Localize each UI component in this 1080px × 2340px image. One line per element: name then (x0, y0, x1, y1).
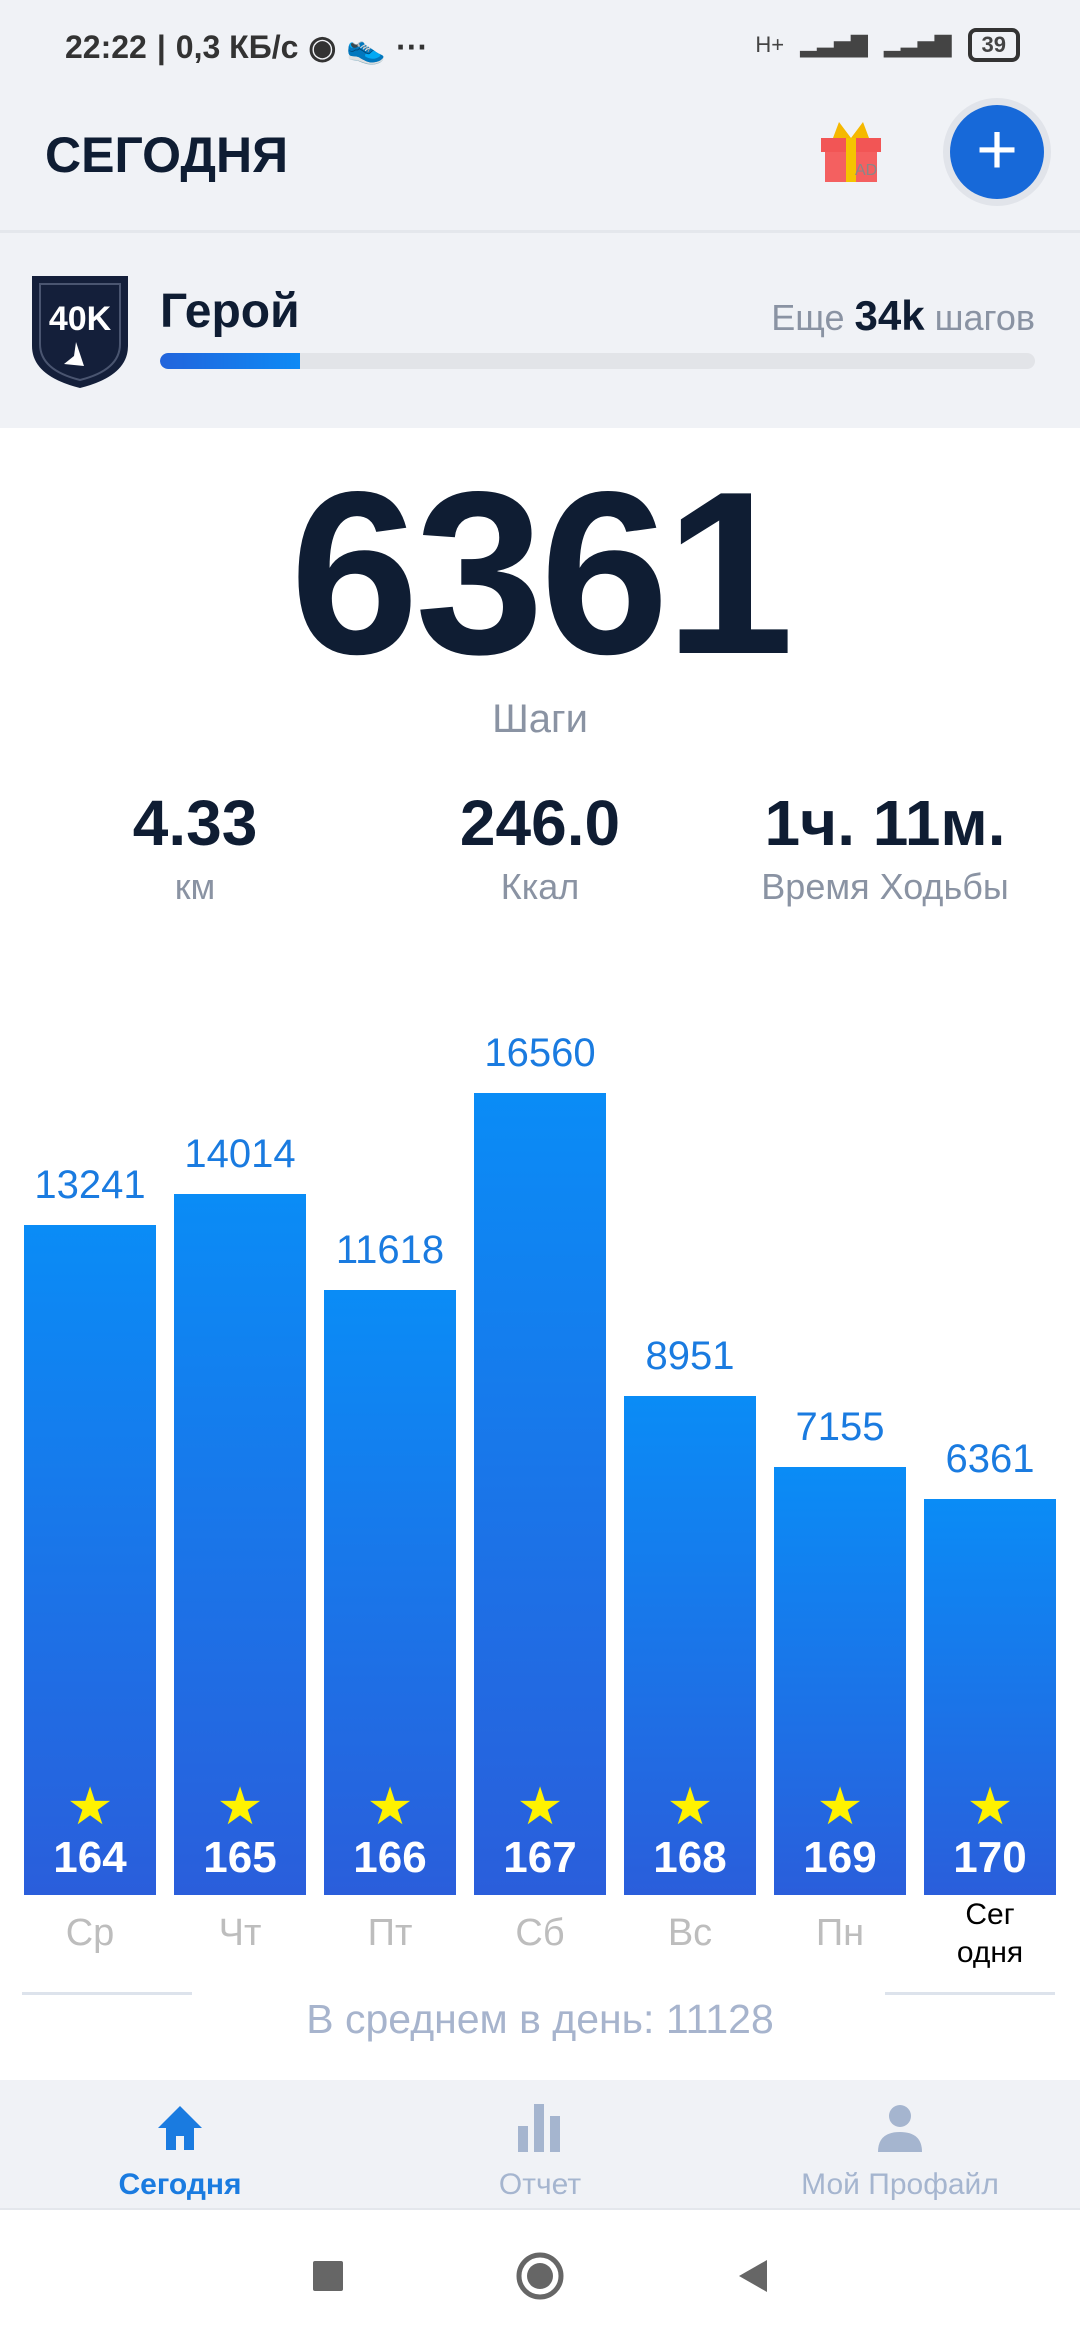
status-bar-left: 22:22 | 0,3 КБ/с ◉ 👟 ··· (65, 28, 428, 66)
stat-label: Время Ходьбы (761, 866, 1009, 907)
remaining-suffix: шагов (934, 297, 1035, 338)
gift-ad-button[interactable]: AD (815, 118, 887, 186)
day-label: Пн (815, 1912, 865, 1954)
nav-label: Сегодня (118, 2168, 242, 2201)
star-icon: ★ (966, 1777, 1014, 1836)
star-count: 168 (653, 1832, 727, 1882)
stat-value: 1ч. 11м. (764, 787, 1006, 859)
recents-button[interactable] (311, 2259, 345, 2293)
day-label: Вс (667, 1912, 713, 1954)
page-title: СЕГОДНЯ (45, 127, 289, 183)
nav-today[interactable]: Сегодня (0, 2080, 360, 2208)
ad-label: AD (855, 162, 878, 179)
star-count: 170 (953, 1832, 1027, 1882)
level-name: Герой (160, 285, 300, 338)
stat-calories: 246.0 Ккал (360, 786, 720, 908)
bar-value-label: 16560 (484, 1030, 596, 1075)
bar-value-label: 7155 (795, 1405, 885, 1450)
remaining-prefix: Еще (771, 297, 845, 338)
stat-value: 246.0 (459, 787, 621, 859)
stat-distance: 4.33 км (15, 786, 375, 908)
star-icon: ★ (66, 1777, 114, 1836)
gift-icon (821, 122, 881, 182)
bar-value-label: 8951 (645, 1333, 735, 1378)
star-count: 169 (803, 1832, 877, 1882)
stat-label: Ккал (500, 866, 580, 907)
star-count: 166 (353, 1832, 427, 1882)
remaining-value: 34k (854, 292, 925, 339)
more-icon: ··· (396, 28, 429, 65)
star-count: 164 (53, 1832, 127, 1882)
bar-value-label: 6361 (945, 1436, 1035, 1481)
day-label: Чт (218, 1912, 262, 1954)
bar-5[interactable]: ★ 169 (774, 1467, 906, 1895)
add-button[interactable]: + (943, 98, 1051, 206)
average-line-left (22, 1992, 192, 1995)
nav-label: Мой Профайл (801, 2168, 999, 2201)
status-bar-right: H+ ▂▃▅▇ ▂▃▅▇ 39 (755, 28, 1020, 62)
bar-0[interactable]: ★ 164 (24, 1225, 156, 1895)
steps-count: 6361 (289, 444, 794, 703)
network-speed: 0,3 КБ/с (175, 28, 299, 65)
bar-value-label: 11618 (335, 1227, 445, 1272)
level-badge[interactable]: 40K (28, 272, 132, 390)
star-count: 165 (203, 1832, 277, 1882)
nav-profile[interactable]: Мой Профайл (720, 2080, 1080, 2208)
star-icon: ★ (516, 1777, 564, 1836)
day-label: Пт (367, 1912, 413, 1954)
star-count: 167 (503, 1832, 577, 1882)
bottom-nav: Сегодня Отчет Мой Профайл (0, 2080, 1080, 2210)
shield-badge-icon: 40K (32, 276, 128, 388)
signal-icon: ▂▃▅▇ (800, 32, 868, 57)
day-label: Сег одня (956, 1898, 1024, 1969)
clock: 22:22 (65, 28, 147, 65)
bar-3[interactable]: ★ 167 (474, 1092, 606, 1895)
day-label: Ср (65, 1912, 115, 1954)
badge-text: 40K (49, 300, 112, 338)
separator: | (156, 28, 166, 65)
day-label: Сб (515, 1912, 565, 1954)
network-type: H+ (755, 32, 785, 57)
steps-label: Шаги (492, 697, 588, 741)
star-icon: ★ (366, 1777, 414, 1836)
nav-label: Отчет (498, 2168, 582, 2201)
daily-average: В среднем в день: 11128 (306, 1996, 774, 2042)
nav-report[interactable]: Отчет (360, 2080, 720, 2208)
bar-4[interactable]: ★ 168 (624, 1395, 756, 1895)
divider (0, 230, 1080, 233)
bar-1[interactable]: ★ 165 (174, 1194, 306, 1895)
star-icon: ★ (666, 1777, 714, 1836)
bar-6[interactable]: ★ 170 (924, 1498, 1056, 1895)
profile-icon (878, 2105, 922, 2152)
signal-icon-2: ▂▃▅▇ (883, 32, 952, 57)
stat-value: 4.33 (132, 787, 258, 859)
chrome-icon: ◉ (308, 29, 337, 65)
shoe-icon: 👟 (346, 29, 387, 65)
bar-2[interactable]: ★ 166 (324, 1289, 456, 1895)
bar-value-label: 13241 (34, 1163, 146, 1207)
back-button[interactable] (735, 2258, 769, 2294)
remaining-steps: Еще 34k шагов (771, 292, 1035, 340)
bar-value-label: 14014 (184, 1132, 296, 1177)
plus-icon: + (950, 105, 1044, 199)
battery-icon: 39 (967, 28, 1020, 62)
average-line-right (885, 1992, 1055, 1995)
stat-label: км (174, 866, 216, 907)
stat-walk-time: 1ч. 11м. Время Ходьбы (705, 786, 1065, 908)
star-icon: ★ (216, 1777, 264, 1836)
bar-chart-icon (518, 2104, 560, 2152)
home-button[interactable] (515, 2251, 565, 2301)
level-progress-bar (160, 353, 1035, 369)
star-icon: ★ (816, 1777, 864, 1836)
system-nav (0, 2212, 1080, 2340)
home-icon (158, 2106, 202, 2150)
level-progress-fill (160, 353, 300, 369)
